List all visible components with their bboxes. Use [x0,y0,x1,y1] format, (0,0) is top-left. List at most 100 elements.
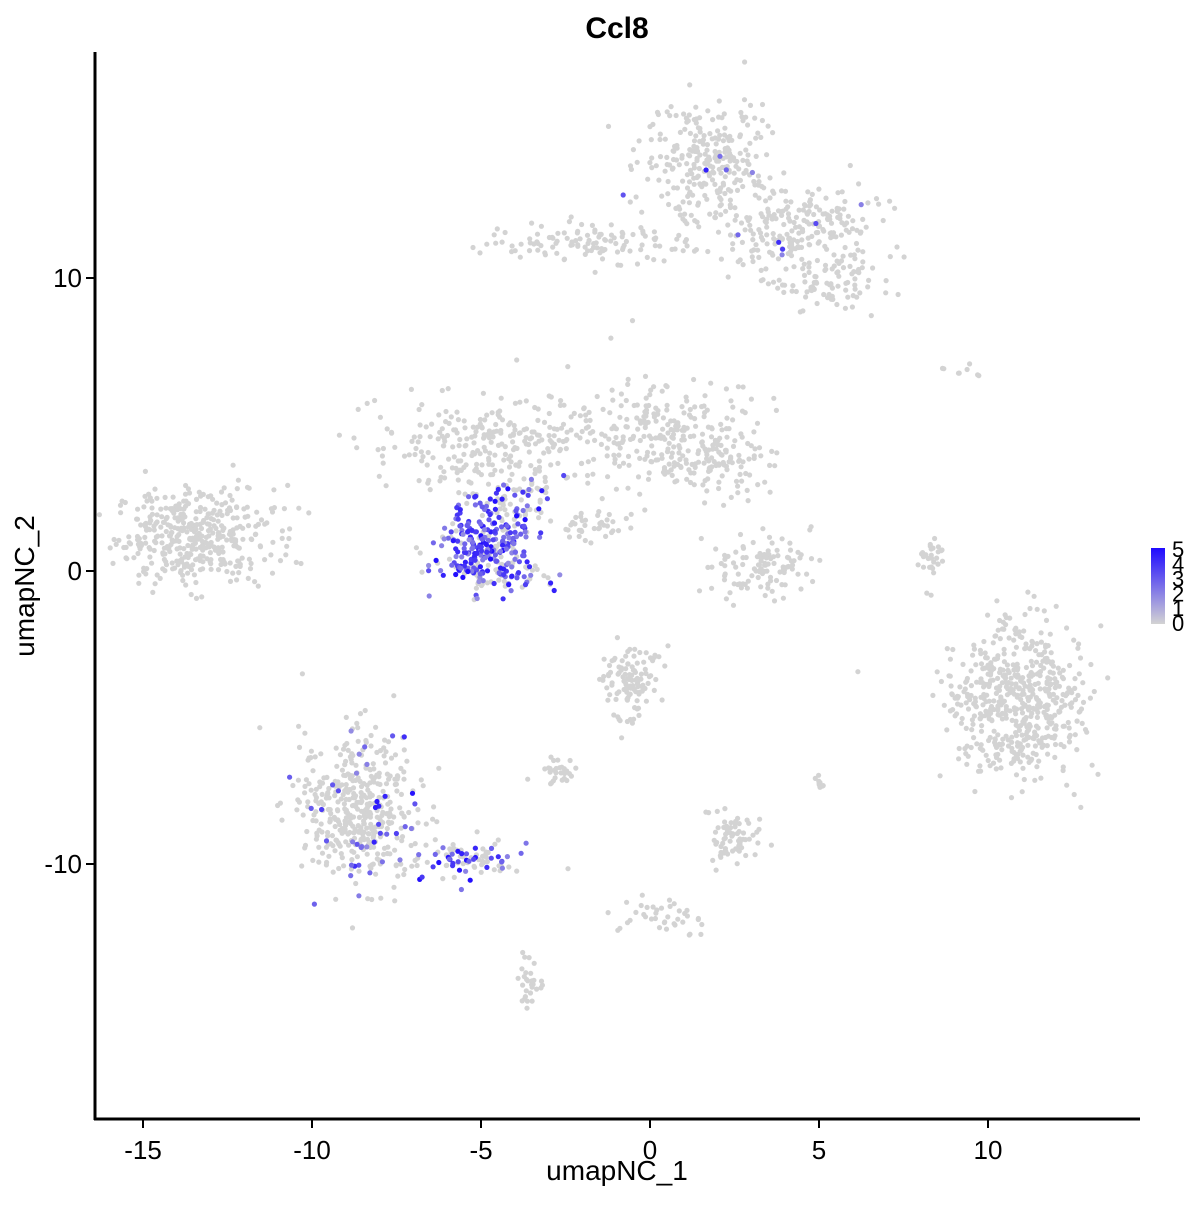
cell-point [617,718,623,724]
cell-point [709,585,715,591]
cell-point [653,163,659,169]
cell-point [517,430,523,436]
cell-point [852,276,858,282]
cell-point [585,248,591,254]
cell-point [843,287,849,293]
cell-point [647,160,653,166]
cell-point [851,269,857,275]
cell-point [377,830,383,836]
cell-point [623,238,630,245]
cell-point [541,573,547,579]
cell-point [352,795,358,801]
cell-point [497,565,504,571]
cell-point [835,190,841,196]
cell-point [436,859,442,866]
cell-point [494,428,500,434]
cell-point [807,197,814,203]
cell-point [632,669,639,676]
cell-point [450,842,456,848]
cell-point [986,698,992,704]
cell-point [698,931,704,938]
cell-point [373,724,379,730]
cell-point [464,436,470,442]
cell-point [687,153,693,159]
cell-point [727,158,733,164]
cell-point [492,498,498,504]
cell-point [760,237,766,243]
cell-point [671,901,677,907]
cell-point [1026,678,1032,684]
cell-point [317,784,323,790]
cell-point [460,861,466,867]
cell-point [1057,670,1063,676]
cell-point [604,445,610,451]
cell-point [149,498,155,504]
cell-point [425,480,431,486]
cell-point [634,415,640,421]
cell-point [358,825,364,831]
cell-point [657,243,663,249]
cell-point [174,534,180,540]
cell-point [1018,678,1024,684]
cell-point [845,213,852,219]
cell-point [1000,619,1006,625]
cell-point [180,577,186,584]
cell-point [521,427,527,433]
cell-point [406,452,412,458]
cell-point [493,240,499,246]
cell-point [522,517,528,523]
cell-point [687,931,693,937]
cell-point [455,417,461,423]
cell-point [392,847,398,853]
cell-point [577,413,584,419]
cell-point [347,787,353,793]
cell-point [604,517,610,523]
cell-point [521,574,527,580]
cell-point [854,227,860,233]
cell-point [653,235,659,241]
cell-point [637,455,643,461]
cell-point [492,528,498,534]
cell-point [124,556,130,562]
cell-point [651,450,657,456]
cell-point [329,833,335,839]
cell-point [208,540,214,546]
cell-point [971,642,977,648]
cell-point [785,204,791,210]
cell-point [502,444,508,450]
cell-point [189,546,195,552]
cell-point [268,506,274,512]
cell-point [617,445,623,451]
cell-point [364,844,370,850]
cell-point [353,770,360,776]
cell-point [478,552,484,558]
cell-point [283,552,289,558]
cell-point [856,181,862,187]
cell-point [538,530,544,536]
cell-point [464,500,470,506]
cell-point [470,244,476,251]
cell-point [697,138,703,144]
cell-point [1011,637,1017,643]
cell-point [813,204,820,210]
cell-point [281,506,287,512]
cell-point [705,248,711,255]
cell-point [555,460,561,466]
cell-point [723,167,729,173]
cell-point [372,397,378,404]
cell-point [575,228,581,234]
cell-point [142,534,148,541]
cell-point [489,410,495,416]
cell-point [248,536,254,542]
cell-point [924,590,930,596]
cell-point [159,540,165,546]
cell-point [152,538,158,544]
cell-point [177,558,183,564]
cell-point [779,536,785,542]
cell-point [841,206,847,212]
cell-point [592,227,598,233]
cell-point [338,796,344,802]
cell-point [472,845,478,851]
cell-point [657,432,664,438]
cell-point [349,848,355,854]
